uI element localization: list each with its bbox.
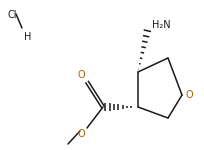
Text: H₂N: H₂N bbox=[152, 20, 171, 30]
Text: O: O bbox=[185, 90, 193, 100]
Text: H: H bbox=[24, 32, 31, 42]
Text: Cl: Cl bbox=[8, 10, 18, 20]
Text: O: O bbox=[77, 70, 85, 80]
Text: O: O bbox=[77, 129, 85, 139]
